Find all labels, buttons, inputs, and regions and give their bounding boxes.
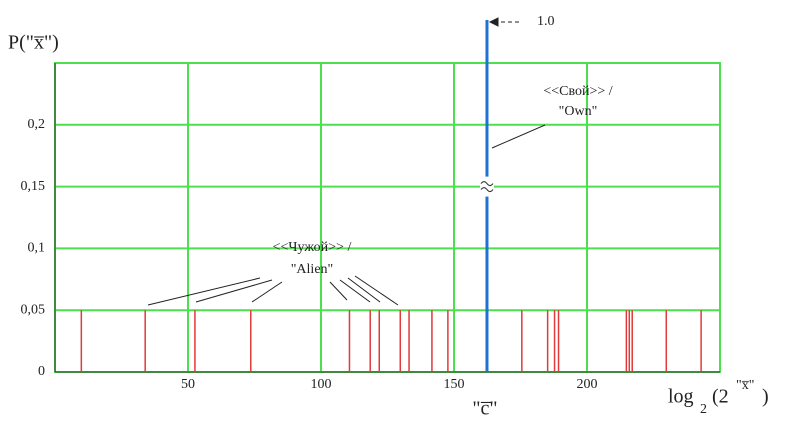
axis-break: [479, 176, 494, 197]
x-tick-label: 200: [577, 377, 598, 392]
annotation: <<Свой>> /: [543, 84, 612, 99]
leader-line: [491, 124, 546, 149]
marker-label: "c̅": [472, 398, 497, 420]
leader-lines: [147, 17, 546, 306]
leader-line: [354, 275, 399, 306]
leader-line: [147, 277, 261, 306]
leader-line: [347, 277, 381, 303]
y-tick-label: 0,2: [28, 117, 46, 132]
arrow-head: [488, 17, 499, 27]
plot: 0 0,05 0,1 0,15 0,2 50 100 150 200 1.0: [21, 14, 721, 392]
x-tick-label: 100: [311, 377, 332, 392]
x-label-sup: "x̅": [736, 378, 754, 393]
leader-line: [339, 279, 371, 303]
annotation: "Alien": [291, 262, 334, 277]
x-tick-label: 150: [444, 377, 465, 392]
y-tick-label: 0,1: [28, 241, 46, 256]
leader-line: [251, 281, 283, 303]
x-label-sub: 2: [700, 402, 707, 417]
axis-break: [480, 181, 494, 193]
x-label-open: (2: [712, 386, 729, 408]
x-tick-label: 50: [181, 377, 195, 392]
annotation: "Own": [559, 104, 598, 119]
annotation: <<Чужой>> /: [273, 240, 352, 255]
y-axis-label: P("x̅"): [8, 32, 59, 54]
y-tick-label: 0,15: [21, 179, 46, 194]
y-tick-label: 0: [38, 364, 45, 379]
y-tick-label: 0,05: [21, 302, 46, 317]
x-label-close: ): [762, 386, 769, 408]
x-label-base: log: [668, 386, 694, 408]
value-label: 1.0: [537, 14, 555, 29]
plot-frame: [54, 62, 721, 373]
leader-line: [195, 279, 273, 303]
leader-line: [329, 281, 348, 301]
x-axis-label: log 2 (2 "x̅" ): [668, 378, 769, 417]
